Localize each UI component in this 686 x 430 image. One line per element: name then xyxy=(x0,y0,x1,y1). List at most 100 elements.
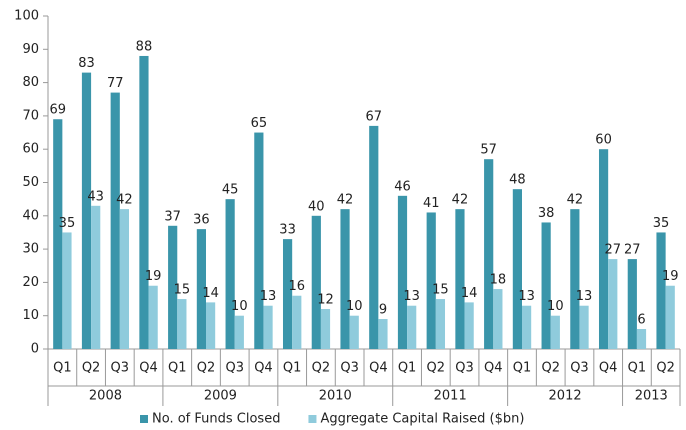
bar xyxy=(168,225,178,349)
data-label: 9 xyxy=(379,303,387,318)
bar xyxy=(91,205,101,349)
data-label: 77 xyxy=(107,76,124,91)
legend-label: Aggregate Capital Raised ($bn) xyxy=(320,412,524,427)
data-label: 60 xyxy=(595,133,612,148)
bar xyxy=(292,295,302,349)
x-tick-label: Q4 xyxy=(254,361,273,376)
bar xyxy=(484,159,494,349)
bar xyxy=(493,289,503,349)
y-tick-label: 20 xyxy=(22,275,39,290)
x-tick-label: Q1 xyxy=(283,361,302,376)
data-label: 88 xyxy=(136,39,153,54)
y-tick-label: 70 xyxy=(22,108,39,123)
bar xyxy=(426,212,436,349)
bar xyxy=(119,209,130,349)
data-label: 83 xyxy=(78,56,95,71)
x-tick-label: Q2 xyxy=(197,361,216,376)
data-label: 10 xyxy=(231,299,248,314)
bar xyxy=(369,125,379,349)
data-label: 65 xyxy=(251,116,268,131)
data-label: 42 xyxy=(567,193,584,208)
data-label: 45 xyxy=(222,183,239,198)
bar xyxy=(407,305,417,349)
data-label: 67 xyxy=(365,109,382,124)
x-tick-label: Q2 xyxy=(312,361,331,376)
data-label: 10 xyxy=(346,299,363,314)
bar xyxy=(541,222,551,349)
bar xyxy=(263,305,273,349)
group-label: 2012 xyxy=(549,389,582,404)
data-label: 27 xyxy=(624,243,641,258)
data-label: 13 xyxy=(576,289,593,304)
data-label: 35 xyxy=(59,216,76,231)
bar xyxy=(62,232,72,349)
y-tick-label: 100 xyxy=(14,9,39,24)
data-label: 41 xyxy=(423,196,440,211)
x-tick-label: Q3 xyxy=(340,361,359,376)
bar xyxy=(598,149,609,349)
bar xyxy=(206,302,216,349)
bar xyxy=(608,259,618,349)
x-tick-label: Q3 xyxy=(111,361,130,376)
data-label: 36 xyxy=(193,213,210,228)
data-label: 13 xyxy=(403,289,420,304)
data-label: 37 xyxy=(164,209,181,224)
x-tick-label: Q4 xyxy=(484,361,503,376)
data-label: 57 xyxy=(480,143,497,158)
bar xyxy=(455,209,465,349)
y-tick-label: 60 xyxy=(22,142,39,157)
data-label: 13 xyxy=(518,289,535,304)
legend-swatch xyxy=(308,415,317,423)
data-label: 19 xyxy=(662,269,679,284)
data-label: 42 xyxy=(116,193,133,208)
data-label: 27 xyxy=(605,243,622,258)
bar xyxy=(177,299,187,349)
data-label: 18 xyxy=(490,273,507,288)
bar xyxy=(81,72,92,350)
bar xyxy=(464,302,474,349)
y-tick-label: 30 xyxy=(22,242,39,257)
bar xyxy=(234,315,244,349)
bar xyxy=(397,195,408,349)
data-label: 43 xyxy=(87,189,104,204)
y-tick-label: 10 xyxy=(22,308,39,323)
bar xyxy=(570,209,580,349)
bar xyxy=(225,199,235,349)
bar xyxy=(627,259,637,349)
data-label: 69 xyxy=(49,103,66,118)
group-label: 2013 xyxy=(635,389,668,404)
bar xyxy=(378,319,388,349)
data-label: 33 xyxy=(279,223,296,238)
bar xyxy=(656,232,666,349)
group-label: 2010 xyxy=(319,389,352,404)
x-tick-label: Q1 xyxy=(168,361,187,376)
x-tick-label: Q2 xyxy=(82,361,101,376)
data-label: 13 xyxy=(260,289,277,304)
legend-swatch xyxy=(140,415,148,423)
x-tick-label: Q1 xyxy=(628,361,647,376)
data-label: 15 xyxy=(174,283,191,298)
group-label: 2009 xyxy=(204,389,237,404)
group-label: 2011 xyxy=(434,389,467,404)
data-label: 15 xyxy=(432,283,449,298)
x-tick-label: Q2 xyxy=(427,361,446,376)
bar xyxy=(320,309,331,349)
data-label: 48 xyxy=(509,173,526,188)
x-tick-label: Q2 xyxy=(541,361,560,376)
bar xyxy=(349,315,359,349)
x-tick-label: Q4 xyxy=(369,361,388,376)
x-tick-label: Q1 xyxy=(398,361,417,376)
data-label: 16 xyxy=(289,279,306,294)
bar xyxy=(311,215,321,349)
bar xyxy=(636,329,647,349)
x-tick-label: Q3 xyxy=(570,361,589,376)
x-tick-label: Q1 xyxy=(53,361,72,376)
data-label: 42 xyxy=(337,193,354,208)
y-tick-label: 80 xyxy=(22,75,39,90)
data-label: 38 xyxy=(538,206,555,221)
data-label: 42 xyxy=(452,193,469,208)
data-label: 12 xyxy=(317,293,334,308)
x-tick-label: Q3 xyxy=(455,361,474,376)
x-tick-label: Q1 xyxy=(513,361,532,376)
